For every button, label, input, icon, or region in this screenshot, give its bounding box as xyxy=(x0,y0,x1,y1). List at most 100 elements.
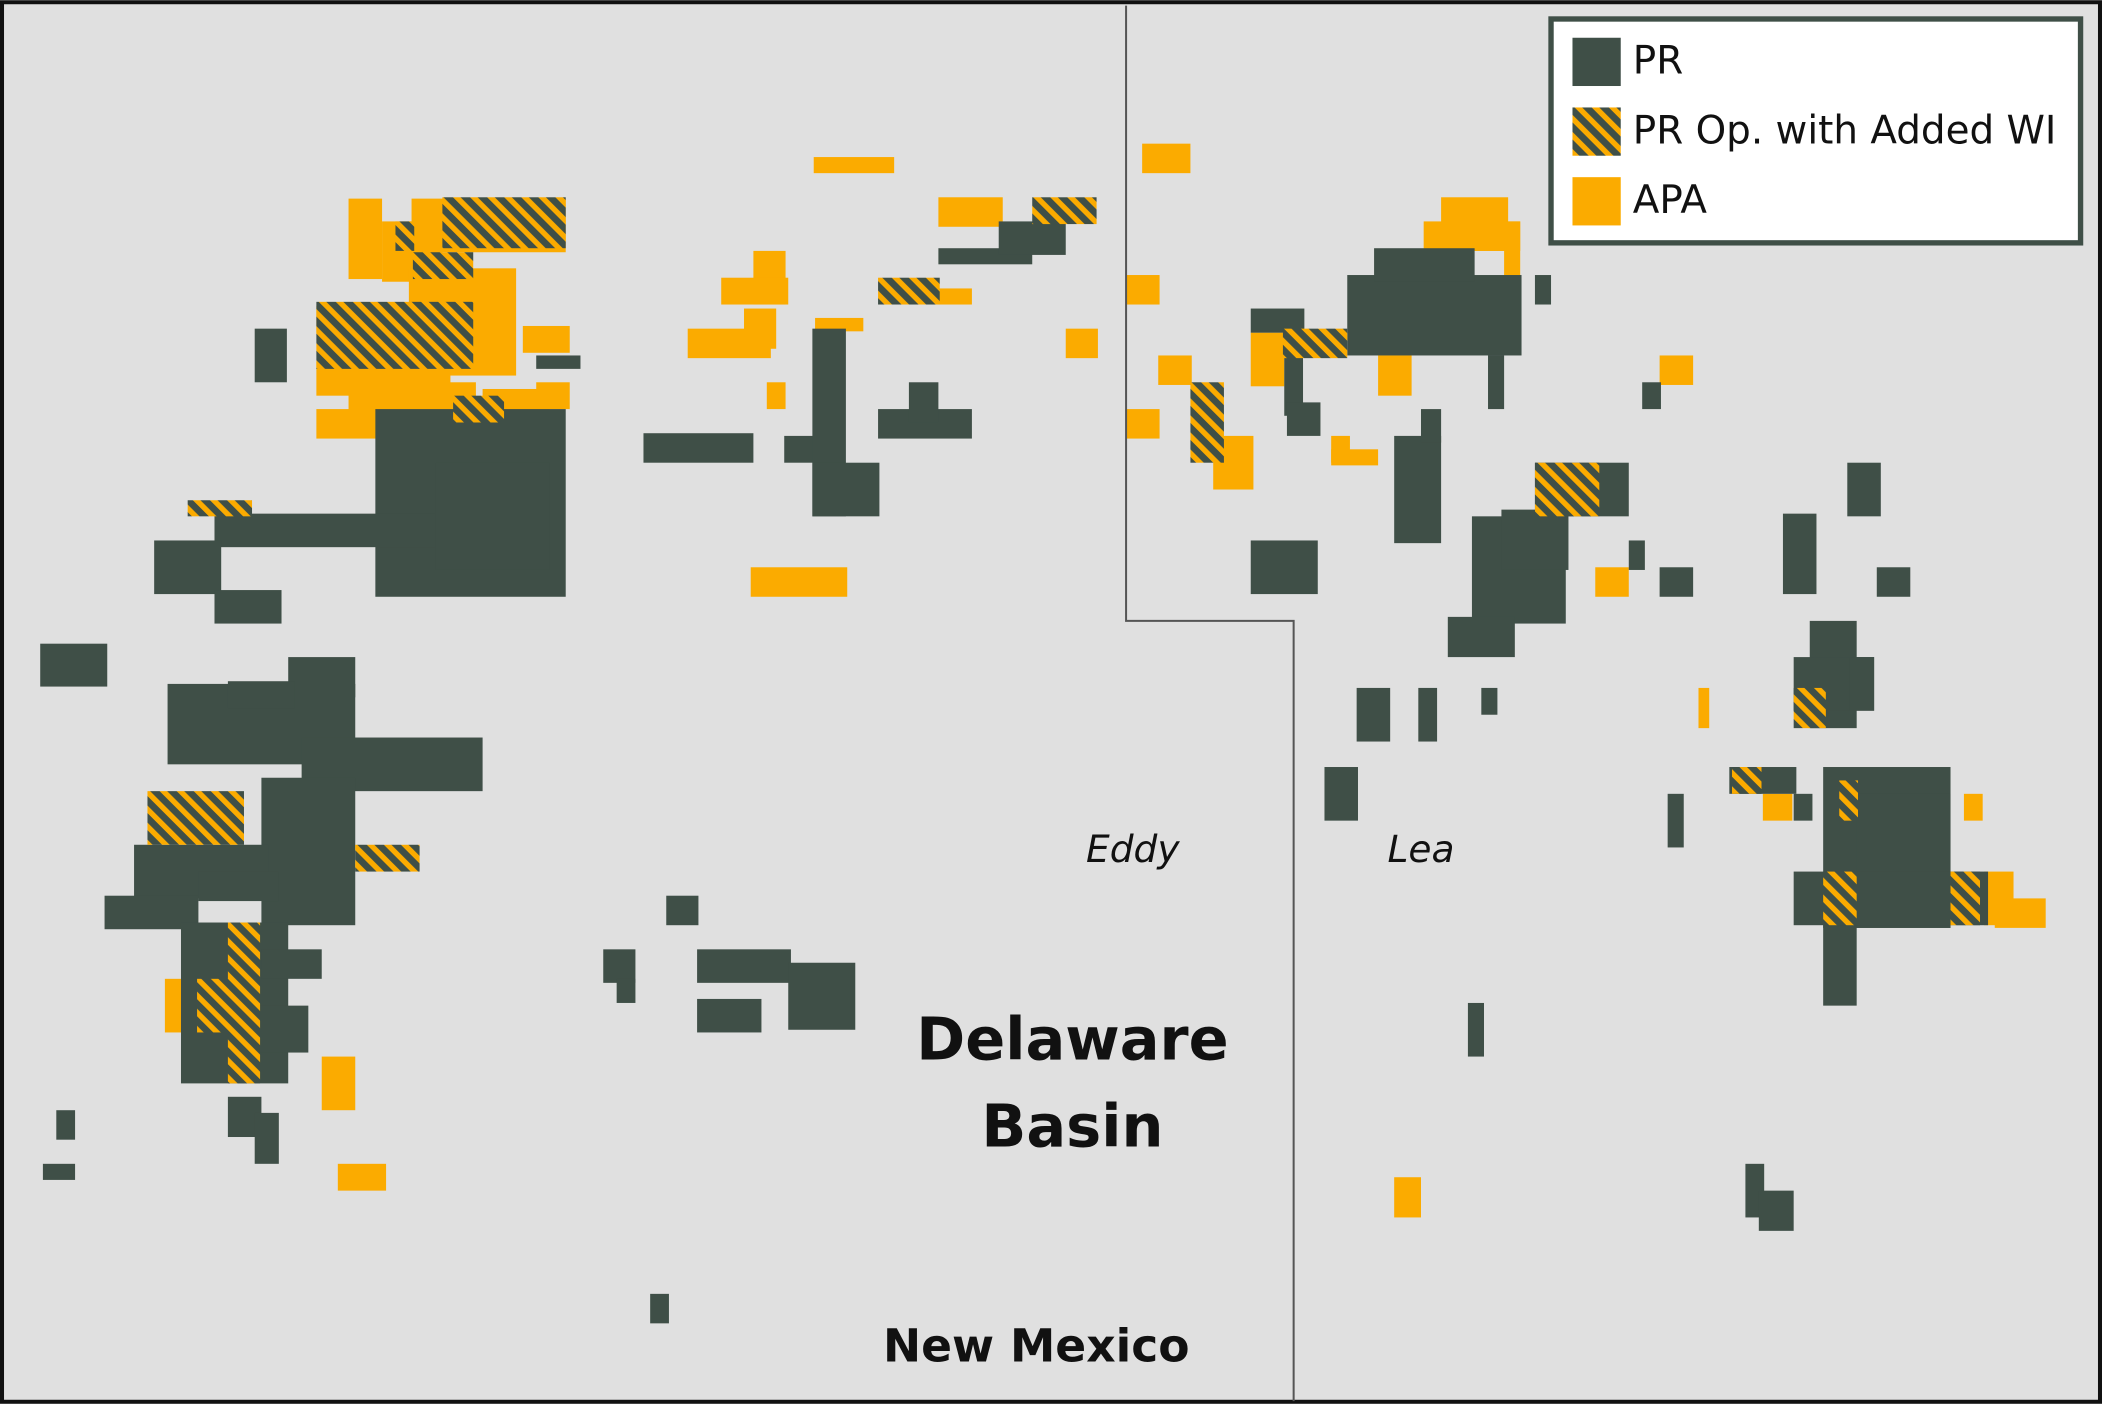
hatched-parcel xyxy=(1190,382,1224,463)
pr-parcel xyxy=(536,355,581,369)
pr-parcel xyxy=(214,513,443,548)
hatched-parcel xyxy=(197,978,231,1033)
pr-parcel xyxy=(666,895,699,926)
pr-parcel xyxy=(254,1112,279,1164)
pr-parcel xyxy=(198,871,279,902)
orange-parcel xyxy=(721,277,789,305)
orange-parcel xyxy=(938,288,972,305)
pr-parcel xyxy=(288,657,356,698)
orange-parcel xyxy=(1698,687,1710,729)
legend-label: PR xyxy=(1633,39,1683,84)
pr-parcel xyxy=(1418,687,1438,742)
pr-parcel xyxy=(1667,793,1684,848)
hatched-parcel xyxy=(1839,780,1859,821)
hatched-parcel xyxy=(442,197,566,249)
hatched-parcel xyxy=(1534,462,1600,517)
hatched-parcel xyxy=(1793,687,1826,729)
pr-parcel xyxy=(1534,275,1552,305)
hatched-parcel xyxy=(355,844,420,872)
pr-parcel xyxy=(1481,687,1498,715)
orange-parcel xyxy=(744,308,777,349)
orange-parcel xyxy=(813,157,895,174)
pr-parcel xyxy=(1324,767,1358,821)
pr-parcel xyxy=(214,590,282,624)
pr-parcel xyxy=(1356,687,1391,742)
orange-parcel xyxy=(1378,355,1412,396)
pr-parcel xyxy=(154,540,222,595)
pr-parcel xyxy=(1250,540,1318,595)
pr-parcel xyxy=(42,1163,76,1180)
orange-parcel xyxy=(1762,793,1793,821)
hatched-parcel xyxy=(412,252,474,280)
pr-parcel xyxy=(56,1110,76,1140)
orange-parcel xyxy=(1250,332,1285,387)
hatched-parcel xyxy=(1950,871,1981,926)
hatched-parcel xyxy=(227,922,261,1084)
legend-label: APA xyxy=(1633,178,1708,223)
pr-parcel xyxy=(908,382,939,423)
pr-parcel xyxy=(1467,1002,1485,1057)
orange-parcel xyxy=(750,567,848,597)
county-label: Eddy xyxy=(1086,827,1180,871)
pr-parcel xyxy=(1250,308,1305,333)
pr-parcel xyxy=(1659,567,1694,597)
pr-parcel xyxy=(1782,513,1817,595)
pr-parcel xyxy=(1286,402,1321,436)
county-label: Lea xyxy=(1388,827,1455,871)
pr-parcel xyxy=(697,998,762,1033)
pr-parcel xyxy=(998,221,1066,255)
hatched-parcel xyxy=(453,395,505,423)
orange-parcel xyxy=(1331,449,1379,466)
legend: PR PR Op. with Added WI APA xyxy=(1548,16,2084,246)
state-label: New Mexico xyxy=(883,1319,1190,1372)
pr-parcel xyxy=(697,949,791,983)
hatched-parcel xyxy=(1032,197,1097,225)
pr-parcel xyxy=(643,433,754,463)
pr-parcel xyxy=(1394,435,1442,544)
orange-parcel xyxy=(1504,221,1521,278)
pr-parcel xyxy=(1847,462,1881,517)
pr-parcel xyxy=(603,949,636,983)
hatched-parcel xyxy=(187,500,253,517)
pr-parcel xyxy=(1642,382,1661,410)
orange-parcel xyxy=(1595,567,1629,597)
hatched-parcel xyxy=(1282,328,1348,359)
orange-parcel xyxy=(938,197,1003,227)
pr-parcel xyxy=(1488,355,1505,410)
orange-parcel xyxy=(1126,275,1160,305)
orange-parcel xyxy=(1065,328,1098,359)
orange-parcel xyxy=(1126,409,1160,439)
orange-parcel xyxy=(1659,355,1694,385)
pr-parcel xyxy=(1758,1190,1794,1231)
hatched-parcel xyxy=(1732,767,1762,794)
orange-parcel xyxy=(766,382,786,410)
pr-parcel xyxy=(1501,509,1569,570)
pr-parcel xyxy=(1347,275,1522,356)
orange-parcel xyxy=(1394,1177,1421,1218)
orange-parcel xyxy=(321,1056,356,1111)
orange-parcel xyxy=(522,325,570,353)
parcels xyxy=(40,143,2046,1324)
orange-parcel xyxy=(348,198,383,280)
orange-parcel xyxy=(815,317,864,332)
pr-parcel xyxy=(1628,540,1645,570)
pr-parcel xyxy=(435,462,550,570)
legend-box xyxy=(1548,16,2084,246)
legend-swatch xyxy=(1572,107,1621,156)
basin-label: Basin xyxy=(981,1091,1163,1160)
pr-parcel xyxy=(1793,793,1813,821)
basin-label: Delaware xyxy=(916,1004,1228,1073)
orange-parcel xyxy=(1994,898,2046,928)
county-boundary xyxy=(1125,5,1295,1402)
pr-parcel xyxy=(1876,567,1911,597)
pr-parcel xyxy=(788,962,856,1030)
pr-parcel xyxy=(40,643,108,687)
pr-parcel xyxy=(254,328,287,383)
pr-parcel xyxy=(1374,248,1475,282)
orange-parcel xyxy=(1142,143,1191,174)
pr-parcel xyxy=(227,681,295,709)
pr-parcel xyxy=(1849,657,1875,711)
pr-parcel xyxy=(1447,616,1515,658)
